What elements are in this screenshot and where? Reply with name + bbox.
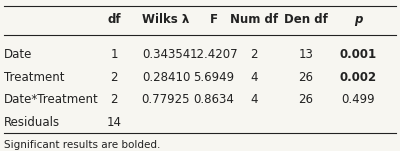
Text: 0.34354: 0.34354 xyxy=(142,48,190,61)
Text: 0.8634: 0.8634 xyxy=(194,93,234,106)
Text: Num df: Num df xyxy=(230,13,278,26)
Text: 26: 26 xyxy=(298,71,314,84)
Text: Den df: Den df xyxy=(284,13,328,26)
Text: Significant results are bolded.: Significant results are bolded. xyxy=(4,140,160,150)
Text: Treatment: Treatment xyxy=(4,71,64,84)
Text: 0.28410: 0.28410 xyxy=(142,71,190,84)
Text: 0.77925: 0.77925 xyxy=(142,93,190,106)
Text: 2: 2 xyxy=(250,48,258,61)
Text: Date*Treatment: Date*Treatment xyxy=(4,93,99,106)
Text: 0.002: 0.002 xyxy=(340,71,376,84)
Text: 0.499: 0.499 xyxy=(341,93,375,106)
Text: df: df xyxy=(107,13,121,26)
Text: Date: Date xyxy=(4,48,32,61)
Text: 5.6949: 5.6949 xyxy=(194,71,234,84)
Text: 2: 2 xyxy=(110,71,118,84)
Text: 0.001: 0.001 xyxy=(340,48,376,61)
Text: Wilks λ: Wilks λ xyxy=(142,13,190,26)
Text: p: p xyxy=(354,13,362,26)
Text: 4: 4 xyxy=(250,93,258,106)
Text: 4: 4 xyxy=(250,71,258,84)
Text: Residuals: Residuals xyxy=(4,116,60,129)
Text: 13: 13 xyxy=(298,48,314,61)
Text: 26: 26 xyxy=(298,93,314,106)
Text: 12.4207: 12.4207 xyxy=(190,48,238,61)
Text: 1: 1 xyxy=(110,48,118,61)
Text: F: F xyxy=(210,13,218,26)
Text: 2: 2 xyxy=(110,93,118,106)
Text: 14: 14 xyxy=(106,116,122,129)
